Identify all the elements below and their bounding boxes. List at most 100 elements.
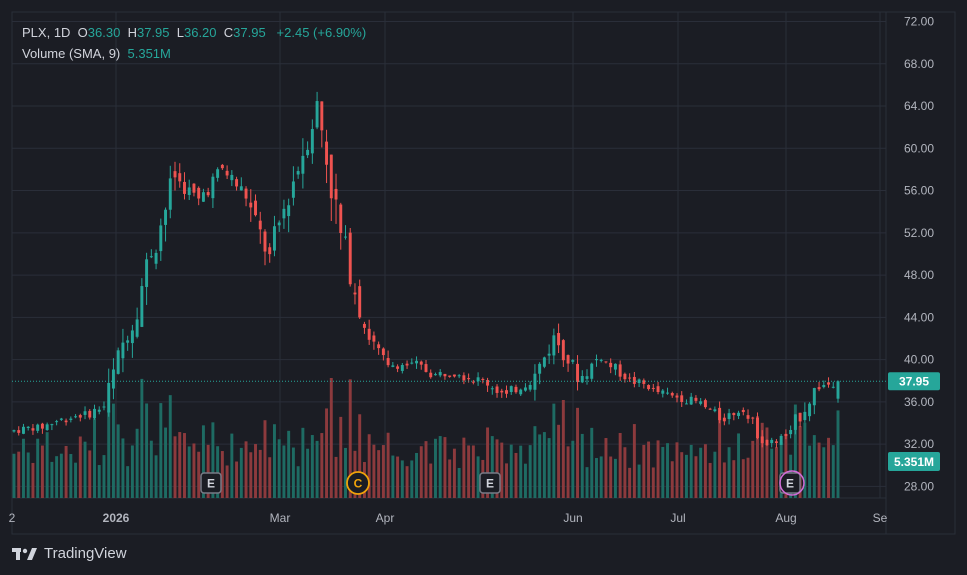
volume-bar <box>576 407 580 498</box>
candle-body <box>495 386 499 393</box>
volume-bar <box>737 433 741 498</box>
high-label: H <box>127 25 137 40</box>
y-tick-label: 52.00 <box>904 226 934 240</box>
candle-body <box>310 129 314 154</box>
candle-body <box>405 363 409 366</box>
earnings-marker-label: E <box>786 477 794 491</box>
candle-body <box>36 424 40 431</box>
dividend-marker-label: C <box>354 477 363 491</box>
volume-bar <box>523 463 527 498</box>
volume-bar <box>88 450 92 498</box>
candle-body <box>467 378 471 380</box>
candle-body <box>282 208 286 219</box>
candle-body <box>59 418 63 420</box>
volume-bar <box>358 414 362 498</box>
candle-body <box>486 380 490 386</box>
volume-bar <box>45 432 49 498</box>
volume-bar <box>784 434 788 498</box>
volume-bar <box>798 426 802 498</box>
volume-bar <box>12 453 16 498</box>
candle-body <box>410 362 414 364</box>
volume-bar <box>471 445 475 498</box>
candle-body <box>386 358 390 366</box>
volume-bar <box>476 456 480 498</box>
candle-body <box>808 403 812 417</box>
candle-body <box>827 382 830 385</box>
candle-body <box>201 192 205 202</box>
candle-body <box>126 340 130 343</box>
volume-bar <box>547 438 551 498</box>
volume-bar <box>17 451 21 498</box>
candle-body <box>675 395 679 398</box>
volume-bar <box>268 457 272 498</box>
volume-bar <box>168 395 172 498</box>
candle-body <box>666 392 669 394</box>
volume-bar <box>656 440 660 498</box>
volume-bar <box>557 424 561 498</box>
volume-bar <box>405 466 409 498</box>
y-tick-label: 56.00 <box>904 184 934 198</box>
candle-body <box>509 386 513 393</box>
volume-bar <box>201 425 205 498</box>
candle-body <box>325 141 329 165</box>
candle-body <box>419 361 423 365</box>
volume-bar <box>220 451 224 498</box>
volume-bar <box>495 439 499 498</box>
price-badge: 37.95 <box>899 374 929 388</box>
volume-bar <box>249 452 253 498</box>
volume-bar <box>642 444 646 498</box>
candle-body <box>424 364 428 372</box>
candle-body <box>438 372 442 376</box>
volume-bar <box>443 437 447 498</box>
volume-bar <box>140 378 144 498</box>
volume-bar <box>609 456 613 498</box>
dividend-marker <box>346 471 370 495</box>
volume-bar <box>230 433 234 498</box>
candle-body <box>391 365 395 367</box>
candle-body <box>268 247 272 255</box>
volume-bar <box>808 445 812 498</box>
candle-body <box>40 423 44 429</box>
volume-bar <box>680 452 684 498</box>
y-tick-label: 44.00 <box>904 310 934 324</box>
volume-bar <box>699 447 703 498</box>
candle-body <box>334 188 338 200</box>
volume-bar <box>438 436 442 498</box>
volume-bar <box>779 442 783 498</box>
volume-bar <box>538 434 542 498</box>
volume-bar <box>486 427 490 498</box>
low-value: 36.20 <box>183 25 217 40</box>
candle-body <box>93 408 96 419</box>
volume-bar <box>291 447 295 498</box>
volume-bar <box>187 446 191 498</box>
volume-bar <box>381 445 385 498</box>
symbol[interactable]: PLX <box>22 25 47 40</box>
candle-body <box>400 364 404 371</box>
candle-body <box>519 389 523 395</box>
volume-bar <box>661 446 665 498</box>
volume-bar <box>765 427 769 498</box>
candle-body <box>121 342 125 359</box>
interval[interactable]: 1D <box>53 25 71 40</box>
volume-bar <box>670 461 674 498</box>
y-tick-label: 28.00 <box>904 479 934 493</box>
volume-bar <box>78 436 82 498</box>
volume-bar <box>713 451 717 498</box>
volume-bar <box>689 444 693 498</box>
ohlc-row: PLX, 1D O36.30 H37.95 L36.20 C37.95 +2.4… <box>22 25 367 40</box>
volume-bar <box>315 440 319 498</box>
candle-body <box>443 373 447 377</box>
candle-body <box>793 414 797 430</box>
tradingview-logo[interactable]: TradingView <box>12 545 127 562</box>
candle-body <box>344 236 347 238</box>
volume-bar <box>130 445 134 498</box>
volume-label[interactable]: Volume (SMA, 9) <box>22 46 121 61</box>
volume-bar <box>410 460 414 498</box>
candle-body <box>822 384 826 388</box>
candle-body <box>173 171 177 178</box>
candle-body <box>55 421 59 423</box>
candle-body <box>69 418 73 420</box>
candle-body <box>684 403 688 405</box>
candle-body <box>831 386 835 388</box>
